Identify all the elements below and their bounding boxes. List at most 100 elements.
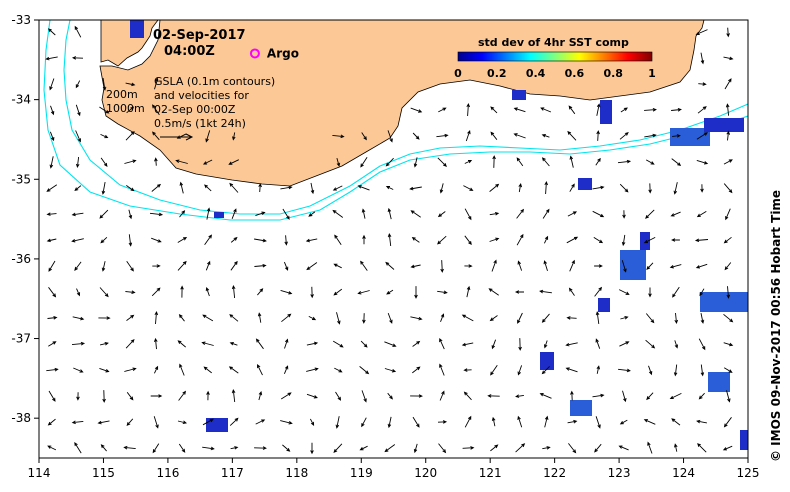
velocity-arrow-icon: [492, 155, 496, 168]
velocity-arrow-icon: [463, 391, 472, 401]
velocity-arrow-icon: [71, 56, 84, 60]
velocity-arrow-icon: [124, 159, 137, 164]
velocity-arrow-icon: [515, 443, 526, 453]
velocity-arrow-icon: [437, 211, 446, 218]
colorbar-tick-label: 1: [648, 67, 656, 80]
lon-tick-label: 125: [737, 466, 760, 480]
velocity-arrow-icon: [569, 155, 574, 168]
velocity-arrow-icon: [700, 52, 705, 65]
velocity-arrow-icon: [74, 185, 82, 192]
velocity-arrow-icon: [620, 107, 628, 113]
velocity-arrow-icon: [254, 263, 267, 268]
velocity-arrow-icon: [517, 260, 523, 271]
velocity-arrow-icon: [202, 314, 214, 322]
velocity-arrow-icon: [47, 445, 57, 451]
velocity-arrow-icon: [543, 260, 548, 272]
velocity-arrow-icon: [541, 313, 550, 323]
velocity-arrow-icon: [439, 363, 445, 376]
velocity-arrow-icon: [437, 235, 447, 245]
velocity-arrow-icon: [384, 341, 397, 347]
velocity-arrow-icon: [385, 186, 394, 190]
colorbar-ramp: [457, 51, 653, 62]
velocity-arrow-icon: [489, 183, 500, 192]
velocity-arrow-icon: [97, 420, 110, 425]
velocity-arrow-icon: [202, 159, 213, 165]
velocity-arrow-icon: [280, 185, 293, 190]
velocity-arrow-icon: [99, 287, 109, 298]
velocity-arrow-icon: [177, 236, 188, 243]
velocity-arrow-icon: [255, 211, 266, 217]
lon-tick-label: 114: [28, 466, 51, 480]
velocity-arrow-icon: [414, 286, 418, 299]
colorbar: std dev of 4hr SST comp 0 0.2 0.4 0.6 0.8 1: [454, 36, 656, 80]
velocity-arrow-icon: [490, 106, 498, 114]
velocity-arrow-icon: [99, 341, 109, 346]
velocity-arrow-icon: [282, 208, 290, 220]
velocity-arrow-icon: [306, 262, 318, 271]
velocity-arrow-icon: [518, 182, 523, 193]
velocity-arrow-icon: [100, 157, 108, 167]
velocity-arrow-icon: [566, 316, 577, 320]
velocity-arrow-icon: [178, 390, 187, 401]
velocity-arrow-icon: [333, 443, 343, 453]
velocity-arrow-icon: [622, 210, 626, 219]
velocity-arrow-icon: [204, 234, 212, 246]
lon-tick-label: 115: [92, 466, 115, 480]
velocity-arrow-icon: [332, 185, 343, 191]
velocity-arrow-icon: [567, 130, 577, 141]
colorbar-tick-label: 0.8: [603, 67, 623, 80]
velocity-arrow-icon: [177, 260, 187, 271]
velocity-arrow-icon: [228, 159, 239, 165]
velocity-arrow-icon: [594, 264, 603, 268]
velocity-arrow-icon: [128, 209, 133, 220]
velocity-arrow-icon: [229, 314, 239, 322]
velocity-arrow-icon: [723, 236, 732, 244]
velocity-arrow-icon: [126, 314, 135, 321]
lon-tick-label: 122: [543, 466, 566, 480]
velocity-arrow-icon: [179, 210, 186, 218]
velocity-arrow-icon: [544, 180, 549, 195]
velocity-arrow-icon: [412, 132, 420, 140]
velocity-arrow-icon: [463, 368, 472, 372]
velocity-arrow-icon: [464, 415, 472, 428]
velocity-arrow-icon: [230, 236, 238, 243]
velocity-arrow-icon: [464, 208, 472, 221]
gsla-caption-line2: and velocities for: [154, 89, 249, 102]
velocity-arrow-icon: [595, 338, 601, 349]
velocity-arrow-icon: [153, 337, 158, 350]
velocity-arrow-icon: [48, 390, 56, 402]
velocity-arrow-icon: [179, 181, 184, 194]
velocity-arrow-icon: [674, 340, 679, 349]
velocity-arrow-icon: [617, 159, 632, 164]
velocity-arrow-icon: [257, 363, 263, 376]
velocity-arrow-icon: [228, 366, 239, 374]
velocity-arrow-icon: [124, 367, 137, 372]
velocity-arrow-icon: [542, 208, 550, 219]
velocity-arrow-icon: [126, 185, 135, 192]
velocity-arrow-icon: [76, 288, 81, 297]
velocity-arrow-icon: [71, 420, 84, 425]
velocity-arrow-icon: [361, 132, 367, 141]
velocity-arrow-icon: [308, 315, 317, 321]
velocity-arrow-icon: [333, 263, 342, 269]
velocity-arrow-icon: [230, 446, 239, 450]
velocity-arrow-icon: [671, 107, 682, 112]
velocity-arrow-icon: [698, 392, 705, 400]
velocity-arrow-icon: [695, 29, 708, 35]
gsla-caption-line1: GSLA (0.1m contours): [154, 75, 275, 88]
velocity-arrow-icon: [436, 133, 449, 138]
velocity-arrow-icon: [332, 340, 344, 348]
velocity-arrow-icon: [257, 288, 264, 296]
velocity-arrow-icon: [646, 262, 654, 270]
velocity-arrow-icon: [596, 130, 600, 141]
velocity-arrow-icon: [670, 211, 681, 217]
velocity-arrow-icon: [177, 340, 186, 348]
velocity-arrow-icon: [565, 367, 578, 373]
velocity-arrow-icon: [361, 417, 367, 428]
velocity-arrow-icon: [229, 182, 239, 193]
velocity-arrow-icon: [231, 388, 236, 403]
velocity-arrow-icon: [151, 237, 162, 243]
velocity-arrow-icon: [648, 287, 652, 298]
isobath-1000m: [43, 20, 748, 221]
velocity-arrow-icon: [461, 314, 474, 322]
